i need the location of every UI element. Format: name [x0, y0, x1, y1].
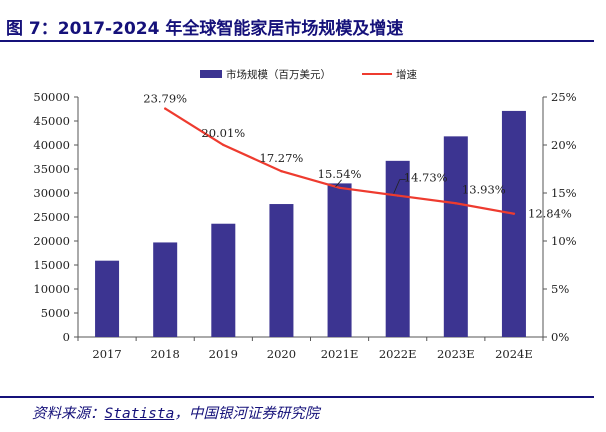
bar [443, 136, 468, 337]
growth-data-label: 14.73% [404, 171, 448, 185]
y-tick-label-left: 45000 [33, 114, 70, 128]
bar [269, 204, 294, 337]
y-tick-label-right: 15% [551, 186, 577, 200]
figure-title: 图 7：2017-2024 年全球智能家居市场规模及增速 [6, 19, 404, 39]
bar [385, 160, 410, 337]
x-tick-label: 2018 [151, 347, 180, 361]
bar [327, 183, 352, 337]
leader-line [393, 179, 406, 194]
bars [95, 110, 526, 337]
growth-point [163, 107, 167, 110]
legend-swatch-bar [200, 70, 222, 78]
x-tick-label: 2017 [92, 347, 121, 361]
x-tick-label: 2020 [267, 347, 296, 361]
y-tick-label-right: 10% [551, 234, 577, 248]
source-rule [0, 396, 594, 398]
source-note: 资料来源：Statista，中国银河证券研究院 [32, 402, 319, 423]
x-tick-label: 2021E [321, 347, 359, 361]
legend-label-line: 增速 [396, 68, 417, 81]
y-tick-label-right: 0% [551, 330, 569, 344]
y-tick-label-left: 30000 [33, 186, 70, 200]
y-tick-label-left: 50000 [33, 90, 70, 104]
legend: 市场规模（百万美元） 增速 [200, 68, 417, 81]
leader-line [335, 179, 342, 188]
growth-point [338, 186, 341, 190]
y-tick-label-left: 20000 [33, 234, 70, 248]
y-tick-label-left: 10000 [33, 282, 70, 296]
growth-point [454, 202, 458, 205]
legend-label-bar: 市场规模（百万美元） [226, 68, 331, 81]
growth-data-label: 15.54% [318, 167, 362, 181]
y-tick-label-left: 40000 [33, 138, 70, 152]
y-tick-label-left: 25000 [33, 210, 70, 224]
title-rule [0, 40, 594, 42]
source-label: 资料来源： [32, 406, 105, 422]
growth-data-label: 12.84% [528, 207, 572, 221]
x-tick-label: 2019 [209, 347, 238, 361]
data-labels: 23.79% 20.01% 17.27% 15.54% 14.73% 13.93% 12.8… [143, 92, 572, 221]
bar [211, 223, 236, 337]
growth-point [222, 143, 225, 147]
y-tick-label-right: 5% [551, 282, 569, 296]
bar [95, 260, 120, 337]
growth-data-label: 23.79% [143, 92, 187, 106]
source-name: Statista [104, 406, 175, 422]
y-tick-label-left: 5000 [41, 306, 70, 320]
growth-data-label: 17.27% [260, 151, 304, 165]
growth-data-label: 20.01% [201, 126, 245, 140]
axes: 0 5000 10000 15000 20000 25000 30000 35000 40000… [33, 90, 576, 361]
growth-line [163, 107, 516, 215]
growth-point [396, 194, 399, 197]
growth-point [280, 170, 283, 173]
y-tick-label-right: 20% [551, 138, 577, 152]
growth-point [512, 212, 516, 215]
x-tick-label: 2022E [379, 347, 417, 361]
x-tick-label: 2023E [437, 347, 475, 361]
x-tick-label: 2024E [495, 347, 533, 361]
source-rest: ，中国银河证券研究院 [174, 406, 320, 422]
y-tick-label-left: 0 [63, 330, 70, 344]
y-tick-label-left: 15000 [33, 258, 70, 272]
growth-data-label: 13.93% [462, 182, 506, 196]
bar [501, 110, 526, 337]
y-tick-label-right: 25% [551, 90, 577, 104]
y-tick-label-left: 35000 [33, 162, 70, 176]
bar [153, 242, 178, 337]
